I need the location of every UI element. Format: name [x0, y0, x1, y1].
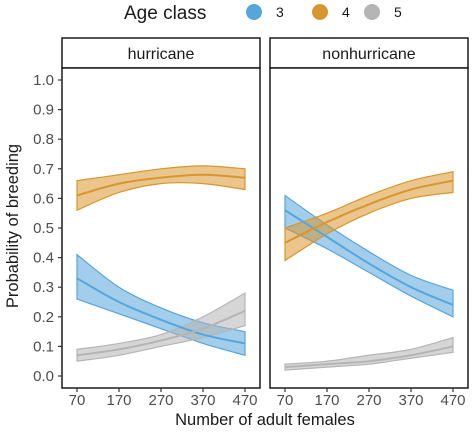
series-line-age-4 — [284, 179, 454, 244]
panel-title-1: hurricane — [128, 46, 195, 63]
ci-band-age-5 — [284, 336, 454, 371]
legend: Age class 3 4 5 — [124, 3, 402, 24]
x-tick-label: 370 — [398, 392, 423, 409]
y-tick-label: 0.5 — [33, 220, 54, 237]
y-axis-title: Probability of breeding — [4, 144, 22, 308]
x-tick-label: 270 — [148, 392, 173, 409]
x-axis-title: Number of adult females — [175, 411, 355, 429]
panel-title-2: nonhurricane — [322, 46, 416, 63]
x-tick-label: 470 — [440, 392, 465, 409]
y-tick-label: 0.4 — [33, 250, 54, 267]
x-tick-label: 70 — [69, 392, 86, 409]
y-axis: 0.0 0.1 0.2 0.3 0.4 0.5 0.6 0.7 0.8 0.9 1.0 — [33, 72, 62, 385]
y-tick-label: 0.2 — [33, 309, 54, 326]
y-tick-label: 0.8 — [33, 131, 54, 148]
x-tick-label: 170 — [314, 392, 339, 409]
legend-key-3 — [246, 4, 262, 20]
x-tick-label: 270 — [356, 392, 381, 409]
y-tick-label: 0.1 — [33, 338, 54, 355]
ci-band-age-5 — [76, 292, 246, 362]
ci-band-age-4 — [76, 165, 246, 212]
panel-hurricane — [61, 67, 261, 389]
y-tick-label: 0.9 — [33, 102, 54, 119]
y-tick-label: 0.0 — [33, 368, 54, 385]
panel-nonhurricane — [269, 67, 469, 389]
x-tick-label: 170 — [106, 392, 131, 409]
x-tick-label: 70 — [277, 392, 294, 409]
legend-key-5 — [364, 4, 380, 20]
legend-title: Age class — [124, 3, 206, 24]
y-tick-label: 1.0 — [33, 72, 54, 89]
panel-strip-2: nonhurricane — [269, 37, 469, 69]
ci-band-age-4 — [284, 171, 454, 262]
legend-label-4: 4 — [342, 4, 350, 20]
y-tick-label: 0.3 — [33, 279, 54, 296]
series-line-age-4 — [76, 173, 246, 197]
y-tick-label: 0.6 — [33, 190, 54, 207]
x-tick-label: 470 — [232, 392, 257, 409]
x-axis-panel-2: 70 170 270 370 470 — [277, 388, 466, 409]
series-line-age-5 — [76, 309, 246, 357]
legend-key-4 — [312, 4, 328, 20]
series-line-age-5 — [284, 345, 454, 369]
legend-label-5: 5 — [394, 4, 402, 20]
series-line-age-3 — [76, 277, 246, 345]
panel-strip-1: hurricane — [61, 37, 261, 69]
legend-label-3: 3 — [276, 4, 284, 20]
x-tick-label: 370 — [190, 392, 215, 409]
y-tick-label: 0.7 — [33, 161, 54, 178]
x-axis-panel-1: 70 170 270 370 470 — [69, 388, 258, 409]
